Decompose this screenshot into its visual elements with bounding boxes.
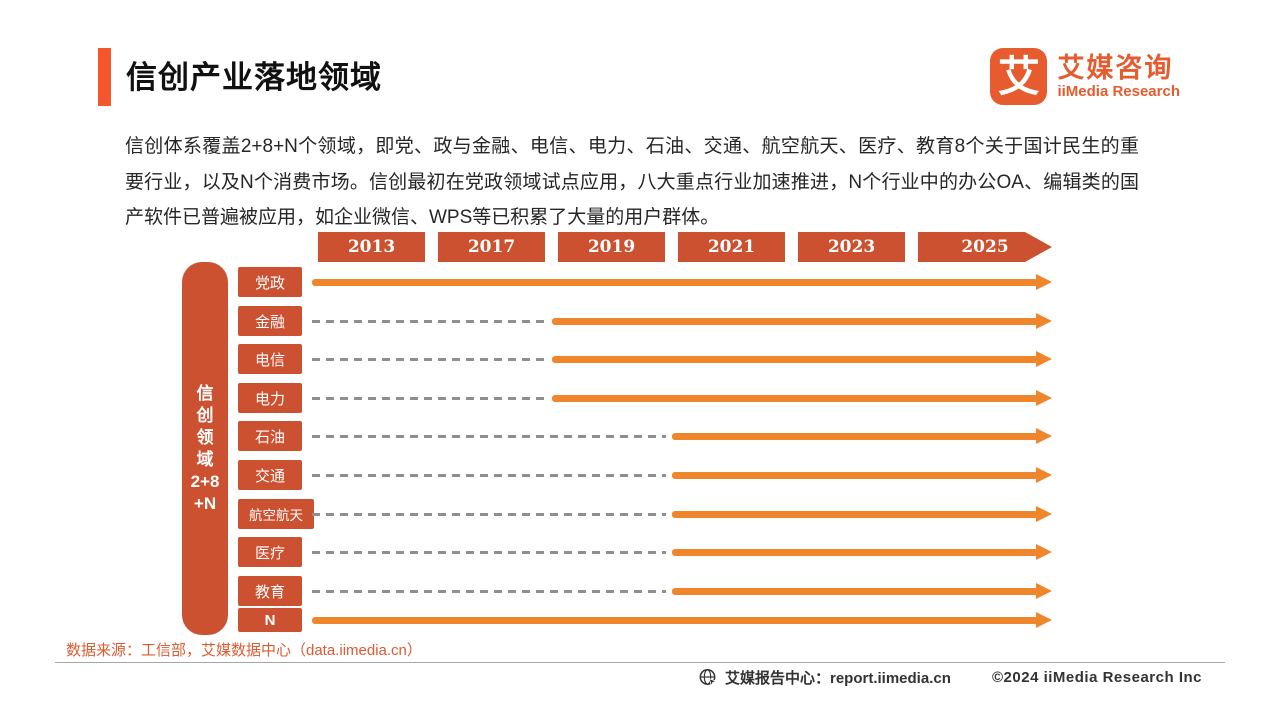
timeline-arrowhead-N [1036, 612, 1052, 628]
intro-paragraph: 信创体系覆盖2+8+N个领域，即党、政与金融、电信、电力、石油、交通、航空航天、… [125, 136, 1139, 228]
timeline-arrow-交通 [672, 471, 1038, 479]
footer-divider [55, 662, 1225, 663]
row-label-医疗: 医疗 [238, 537, 302, 567]
iimedia-logo-text: 艾媒咨询 iiMedia Research [1057, 53, 1180, 101]
timeline-arrowhead-石油 [1036, 428, 1052, 444]
row-label-交通: 交通 [238, 460, 302, 490]
iimedia-logo: 艾 艾媒咨询 iiMedia Research [990, 48, 1180, 105]
timeline-arrowhead-医疗 [1036, 544, 1052, 560]
row-label-教育: 教育 [238, 576, 302, 606]
year-label-2025: 2025 [918, 232, 1052, 262]
logo-name-en: iiMedia Research [1057, 82, 1180, 100]
year-label-2019: 2019 [558, 232, 665, 262]
footer-report-center: 艾媒报告中心：report.iimedia.cn [698, 667, 951, 688]
timeline-dash-石油 [312, 434, 666, 438]
timeline-dash-电力 [312, 396, 546, 400]
iimedia-logo-icon: 艾 [990, 48, 1048, 105]
year-label-2023: 2023 [798, 232, 905, 262]
axis-title-line: 域 [196, 449, 214, 469]
data-source-note: 数据来源：工信部，艾媒数据中心（data.iimedia.cn） [66, 642, 422, 659]
timeline-arrowhead-航空航天 [1036, 506, 1052, 522]
timeline-arrow-教育 [672, 587, 1038, 595]
year-label-2013: 2013 [318, 232, 425, 262]
timeline-arrow-党政 [312, 278, 1038, 286]
globe-cursor-icon [698, 668, 718, 688]
timeline-dash-电信 [312, 357, 546, 361]
timeline-arrow-N [312, 616, 1038, 624]
axis-title-bar: 信创领域 2+8 +N [182, 262, 228, 635]
row-label-石油: 石油 [238, 421, 302, 451]
row-label-电信: 电信 [238, 344, 302, 374]
timeline-arrowhead-交通 [1036, 467, 1052, 483]
row-label-N: N [238, 608, 302, 632]
timeline-dash-金融 [312, 319, 546, 323]
row-label-航空航天: 航空航天 [238, 499, 314, 529]
timeline-arrow-医疗 [672, 548, 1038, 556]
row-label-金融: 金融 [238, 306, 302, 336]
logo-name-cn: 艾媒咨询 [1057, 52, 1174, 83]
axis-title-line: +N [193, 493, 217, 513]
timeline-dash-医疗 [312, 550, 666, 554]
timeline-dash-教育 [312, 589, 666, 593]
footer-copyright: ©2024 iiMedia Research Inc [992, 669, 1202, 686]
year-label-2017: 2017 [438, 232, 545, 262]
timeline-arrowhead-电力 [1036, 390, 1052, 406]
axis-title-line: 信 [196, 383, 214, 403]
row-label-党政: 党政 [238, 267, 302, 297]
timeline-arrowhead-电信 [1036, 351, 1052, 367]
axis-title-line: 创 [196, 405, 214, 425]
year-label-2021: 2021 [678, 232, 785, 262]
axis-title-line: 2+8 [190, 471, 220, 491]
timeline-arrowhead-党政 [1036, 274, 1052, 290]
title-accent-bar [98, 48, 111, 106]
timeline-arrowhead-金融 [1036, 313, 1052, 329]
row-label-电力: 电力 [238, 383, 302, 413]
timeline-arrow-航空航天 [672, 510, 1038, 518]
timeline-dash-交通 [312, 473, 666, 477]
timeline-arrow-电信 [552, 355, 1038, 363]
timeline-arrow-电力 [552, 394, 1038, 402]
timeline-arrow-石油 [672, 432, 1038, 440]
timeline-dash-航空航天 [312, 512, 666, 516]
page-title: 信创产业落地领域 [126, 60, 382, 95]
timeline-arrow-金融 [552, 317, 1038, 325]
axis-title-line: 领 [196, 427, 214, 447]
timeline-arrowhead-教育 [1036, 583, 1052, 599]
footer-report-center-label: 艾媒报告中心：report.iimedia.cn [725, 670, 951, 687]
